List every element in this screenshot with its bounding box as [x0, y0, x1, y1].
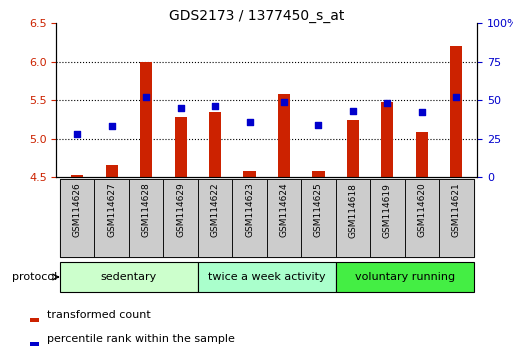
- Point: [108, 123, 116, 129]
- Point: [349, 108, 357, 114]
- Bar: [370, 179, 405, 257]
- Point: [211, 103, 219, 109]
- Bar: [301, 179, 336, 257]
- Point: [280, 99, 288, 104]
- Bar: [94, 179, 129, 257]
- Text: GSM114626: GSM114626: [73, 183, 82, 238]
- Bar: [336, 179, 370, 257]
- Point: [142, 94, 150, 100]
- Point: [383, 100, 391, 106]
- Bar: [439, 179, 473, 257]
- Bar: [30, 342, 39, 346]
- Bar: [106, 165, 117, 177]
- Text: GSM114629: GSM114629: [176, 183, 185, 238]
- Bar: [174, 117, 187, 177]
- Text: twice a week activity: twice a week activity: [208, 272, 326, 282]
- Text: GSM114621: GSM114621: [452, 183, 461, 238]
- Text: protocol: protocol: [12, 272, 57, 282]
- Bar: [71, 176, 83, 177]
- Text: GSM114627: GSM114627: [107, 183, 116, 238]
- Text: GSM114624: GSM114624: [280, 183, 288, 237]
- Bar: [347, 120, 359, 177]
- Text: GSM114619: GSM114619: [383, 183, 392, 238]
- Point: [314, 122, 323, 127]
- Point: [176, 105, 185, 110]
- Point: [245, 119, 253, 124]
- Point: [73, 131, 81, 137]
- Point: [452, 94, 461, 100]
- Text: GSM114620: GSM114620: [418, 183, 426, 238]
- Text: percentile rank within the sample: percentile rank within the sample: [47, 333, 235, 344]
- Bar: [60, 262, 198, 292]
- Bar: [140, 62, 152, 177]
- Bar: [60, 179, 94, 257]
- Bar: [163, 179, 198, 257]
- Bar: [405, 179, 439, 257]
- Text: GSM114628: GSM114628: [142, 183, 151, 238]
- Text: voluntary running: voluntary running: [354, 272, 455, 282]
- Bar: [381, 102, 393, 177]
- Bar: [209, 112, 221, 177]
- Bar: [30, 318, 39, 322]
- Text: GDS2173 / 1377450_s_at: GDS2173 / 1377450_s_at: [169, 9, 344, 23]
- Bar: [267, 179, 301, 257]
- Bar: [198, 179, 232, 257]
- Bar: [232, 179, 267, 257]
- Text: GSM114618: GSM114618: [348, 183, 358, 238]
- Text: transformed count: transformed count: [47, 310, 151, 320]
- Bar: [450, 46, 462, 177]
- Bar: [198, 262, 336, 292]
- Bar: [416, 132, 428, 177]
- Text: GSM114625: GSM114625: [314, 183, 323, 238]
- Bar: [336, 262, 473, 292]
- Text: GSM114622: GSM114622: [210, 183, 220, 237]
- Bar: [244, 171, 255, 177]
- Text: sedentary: sedentary: [101, 272, 157, 282]
- Bar: [278, 94, 290, 177]
- Bar: [129, 179, 163, 257]
- Text: GSM114623: GSM114623: [245, 183, 254, 238]
- Point: [418, 109, 426, 115]
- Bar: [312, 171, 325, 177]
